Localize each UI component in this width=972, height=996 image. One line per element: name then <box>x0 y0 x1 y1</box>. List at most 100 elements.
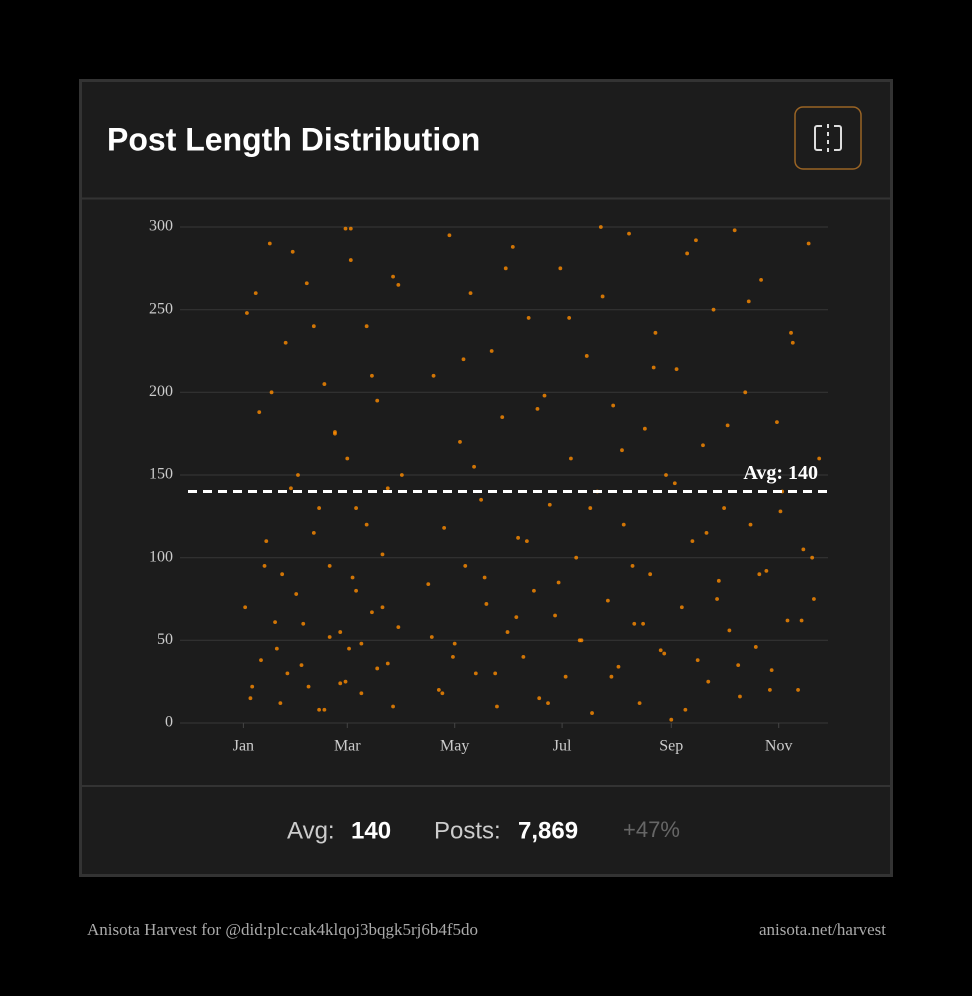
point <box>447 233 452 238</box>
point <box>746 299 751 304</box>
point <box>385 486 390 491</box>
y-tick-label: 300 <box>149 218 173 235</box>
point <box>317 707 322 712</box>
point <box>338 681 343 686</box>
x-tick-label: Jan <box>233 738 254 755</box>
point <box>262 564 267 568</box>
point <box>817 456 822 461</box>
point <box>658 648 663 653</box>
point <box>690 539 695 544</box>
y-tick-label: 0 <box>165 714 173 731</box>
point <box>556 580 561 585</box>
point <box>311 530 316 535</box>
card <box>79 79 893 877</box>
point <box>264 539 269 544</box>
point <box>391 274 395 279</box>
point <box>380 605 385 610</box>
point <box>801 547 806 552</box>
x-tick-label: Nov <box>765 738 793 755</box>
point <box>526 316 531 320</box>
point <box>669 717 674 722</box>
point <box>431 373 436 378</box>
point <box>799 618 804 623</box>
point <box>651 365 656 370</box>
point <box>468 291 473 296</box>
point <box>743 390 748 395</box>
point <box>616 664 621 669</box>
point <box>505 630 510 634</box>
point <box>274 646 279 651</box>
point <box>637 701 642 706</box>
point <box>243 605 248 610</box>
point <box>574 555 579 560</box>
point <box>764 568 769 573</box>
point <box>785 618 790 623</box>
icon <box>814 124 842 152</box>
point <box>461 357 466 362</box>
point <box>588 506 593 510</box>
point <box>484 602 489 606</box>
point <box>327 635 332 639</box>
point <box>567 316 572 320</box>
point <box>679 605 684 610</box>
point <box>632 621 637 626</box>
point <box>609 674 614 679</box>
point <box>510 244 515 249</box>
point <box>514 615 519 620</box>
point <box>473 671 478 676</box>
point <box>748 522 753 527</box>
y-tick-label: 250 <box>149 300 173 317</box>
point <box>348 258 353 262</box>
point <box>716 578 721 583</box>
point <box>348 226 353 231</box>
toggle-button[interactable] <box>794 106 862 170</box>
x-tick-label: Jul <box>553 738 572 755</box>
point <box>674 367 679 372</box>
point <box>259 658 263 663</box>
point <box>429 635 434 639</box>
y-tick-label: 200 <box>149 383 173 400</box>
point <box>694 238 698 243</box>
point <box>442 526 447 530</box>
point <box>738 694 742 699</box>
point <box>347 646 351 651</box>
point <box>280 572 285 577</box>
point <box>354 506 358 510</box>
point <box>577 638 582 643</box>
point <box>806 241 811 246</box>
point <box>753 645 758 649</box>
point <box>775 420 779 424</box>
point <box>345 456 350 461</box>
point <box>370 373 374 378</box>
point <box>535 406 540 411</box>
point <box>472 464 476 469</box>
point <box>311 324 316 329</box>
point <box>630 564 635 568</box>
point <box>542 393 547 398</box>
stat-value: 7,869 <box>518 817 578 844</box>
x-tick-label: Sep <box>659 738 683 755</box>
x-tick-label: Mar <box>334 738 361 755</box>
point <box>495 704 499 709</box>
point <box>248 696 253 701</box>
point <box>267 241 272 246</box>
chart-title: Post Length Distribution <box>107 121 480 157</box>
point <box>299 663 304 668</box>
point <box>391 704 395 709</box>
footer-right: anisota.net/harvest <box>759 920 886 939</box>
point <box>516 535 520 540</box>
point <box>458 440 462 444</box>
point <box>396 625 401 630</box>
point <box>245 311 249 315</box>
x-tick-label: May <box>440 738 469 755</box>
y-tick-label: 100 <box>149 548 173 565</box>
point <box>294 592 299 596</box>
point <box>627 231 631 236</box>
point <box>648 572 653 577</box>
button-frame[interactable] <box>794 106 862 170</box>
point <box>269 390 274 395</box>
point <box>489 349 494 353</box>
stat-change: +47% <box>623 817 680 842</box>
point <box>558 266 563 271</box>
